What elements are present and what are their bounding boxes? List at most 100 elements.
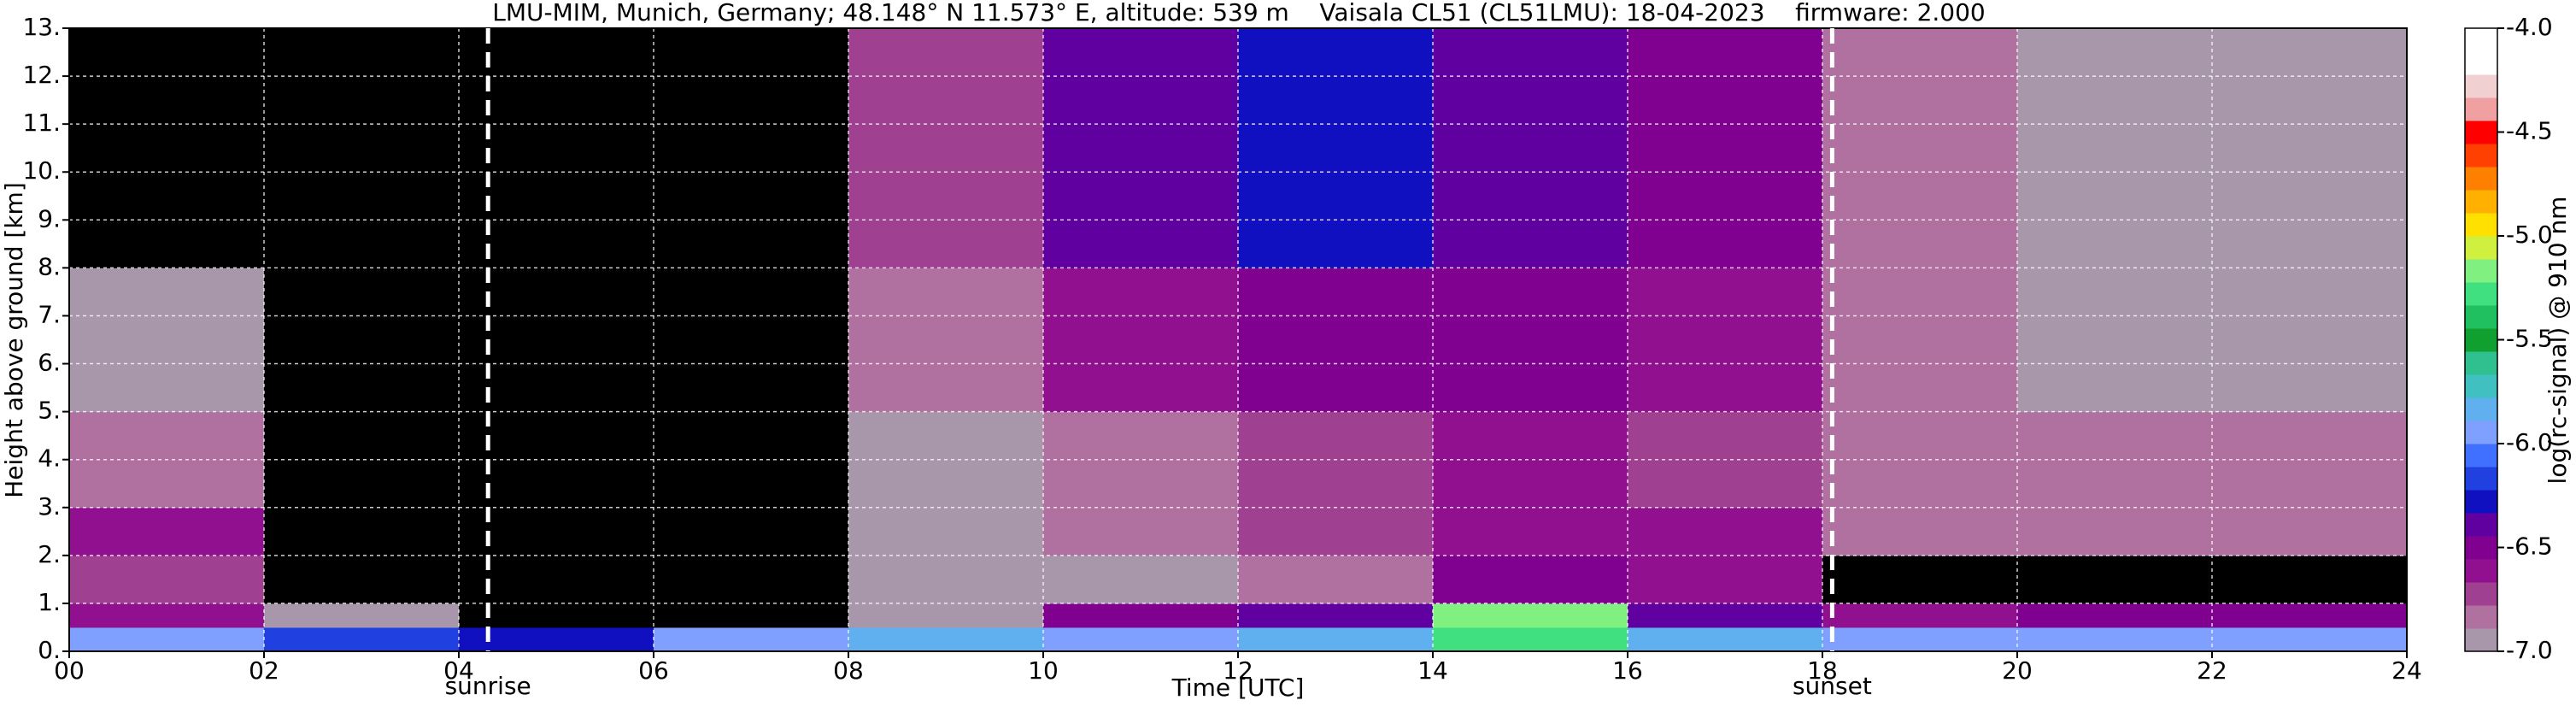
heatmap-cell <box>1433 411 1628 509</box>
heatmap-cell <box>1822 603 2018 628</box>
heatmap-cell <box>654 555 849 604</box>
heatmap-cell <box>2212 507 2408 556</box>
colorbar-tick-label: -5.5 <box>2506 325 2553 353</box>
heatmap-cell <box>1238 268 1434 413</box>
heatmap-cell <box>1628 603 1823 628</box>
heatmap-cell <box>848 627 1044 652</box>
heatmap-cell <box>1628 507 1823 556</box>
heatmap-cell <box>654 28 849 268</box>
colorbar-swatch <box>2465 144 2497 168</box>
x-tick-label: 12 <box>1223 656 1253 685</box>
y-tick-label: 10. <box>22 156 61 185</box>
heatmap-cell <box>1238 627 1434 652</box>
colorbar-swatch <box>2465 121 2497 144</box>
heatmap-cell <box>459 603 654 628</box>
heatmap-cell <box>264 555 460 604</box>
colorbar-swatch <box>2465 51 2497 75</box>
heatmap-cell <box>2017 507 2213 556</box>
colorbar-swatch <box>2465 467 2497 491</box>
heatmap-cell <box>2212 555 2408 604</box>
heatmap-cell <box>1238 555 1434 604</box>
heatmap-cell <box>2212 627 2408 652</box>
colorbar-tick-label: -6.0 <box>2506 428 2553 456</box>
colorbar-swatch <box>2465 74 2497 98</box>
heatmap-cell <box>264 411 460 509</box>
colorbar-swatch <box>2465 444 2497 468</box>
x-tick-label: 22 <box>2197 656 2227 685</box>
colorbar-tick-label: -7.0 <box>2506 636 2553 664</box>
heatmap-cell <box>1238 603 1434 628</box>
heatmap-cell <box>1822 507 2018 556</box>
heatmap-cell <box>2017 603 2213 628</box>
y-tick-label: 12. <box>22 61 61 89</box>
heatmap-cell <box>2017 555 2213 604</box>
y-tick-label: 11. <box>22 109 61 137</box>
colorbar-swatch <box>2465 490 2497 514</box>
colorbar-label: log(rc-signal) @ 910 nm <box>2544 197 2572 485</box>
colorbar-swatch <box>2465 282 2497 306</box>
y-tick-label: 8. <box>38 252 61 280</box>
y-tick-label: 7. <box>38 300 61 328</box>
heatmap-cell <box>2212 603 2408 628</box>
x-tick-label: 02 <box>249 656 279 685</box>
heatmap-cell <box>459 268 654 413</box>
heatmap-cell <box>848 555 1044 604</box>
heatmap-cell <box>1822 268 2018 413</box>
heatmap-cell <box>69 555 265 604</box>
y-tick-label: 3. <box>38 492 61 521</box>
heatmap-cell <box>848 268 1044 413</box>
heatmap-cell <box>1433 28 1628 268</box>
heatmap-cell <box>848 28 1044 268</box>
heatmap-cell <box>264 507 460 556</box>
heatmap-cell <box>69 268 265 413</box>
colorbar-swatch <box>2465 513 2497 537</box>
heatmap-cell <box>1238 507 1434 556</box>
x-tick-label: 18 <box>1807 656 1838 685</box>
colorbar-tick-label: -5.0 <box>2506 221 2553 249</box>
y-tick-label: 4. <box>38 444 61 473</box>
heatmap-cell <box>69 507 265 556</box>
heatmap-cell <box>459 507 654 556</box>
heatmap-cell <box>459 555 654 604</box>
heatmap-cell <box>1043 268 1239 413</box>
annotation-label: sunrise <box>445 672 531 700</box>
y-tick-label: 0. <box>38 636 61 664</box>
colorbar-swatch <box>2465 328 2497 352</box>
heatmap-cell <box>654 603 849 628</box>
heatmap-cell <box>1043 603 1239 628</box>
heatmap-cell <box>2212 28 2408 268</box>
heatmap-cell <box>1433 268 1628 413</box>
heatmap-cell <box>654 507 849 556</box>
heatmap-cell <box>1822 555 2018 604</box>
x-tick-label: 06 <box>638 656 669 685</box>
y-tick-label: 1. <box>38 588 61 616</box>
colorbar-swatch <box>2465 351 2497 375</box>
heatmap-cell <box>1043 555 1239 604</box>
colorbar-swatch <box>2465 236 2497 260</box>
x-tick-label: 14 <box>1417 656 1448 685</box>
heatmap-cell <box>69 28 265 268</box>
colorbar-swatch <box>2465 559 2497 583</box>
heatmap-cell <box>654 627 849 652</box>
heatmap-cell <box>264 627 460 652</box>
colorbar-swatch <box>2465 374 2497 398</box>
annotation-label: sunset <box>1793 672 1872 700</box>
heatmap-cell <box>1822 28 2018 268</box>
x-tick-label: 00 <box>54 656 85 685</box>
x-axis-label: Time [UTC] <box>1171 674 1305 702</box>
chart-title: LMU-MIM, Munich, Germany; 48.148° N 11.5… <box>492 0 1986 26</box>
heatmap-cell <box>1822 411 2018 509</box>
heatmap-cell <box>1043 627 1239 652</box>
y-tick-label: 5. <box>38 397 61 425</box>
heatmap-cell <box>2212 411 2408 509</box>
heatmap-cell <box>654 411 849 509</box>
heatmap-cell <box>2017 28 2213 268</box>
heatmap-cell <box>654 268 849 413</box>
heatmap-cell <box>2017 627 2213 652</box>
colorbar-tick-label: -6.5 <box>2506 532 2553 561</box>
heatmap-cell <box>1043 28 1239 268</box>
colorbar-swatch <box>2465 167 2497 191</box>
heatmap-cell <box>1822 627 2018 652</box>
x-tick-label: 24 <box>2391 656 2422 685</box>
